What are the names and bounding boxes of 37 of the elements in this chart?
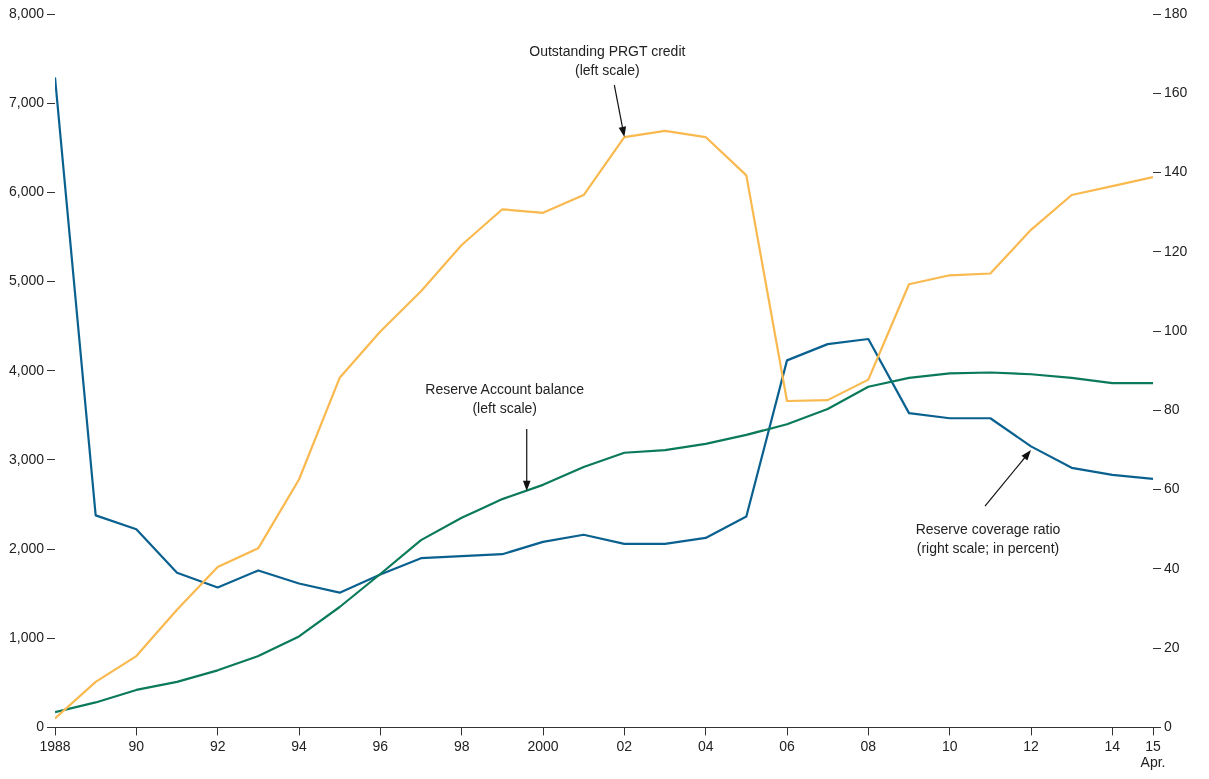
x-tick-label: 1988 [39,737,71,754]
y2-tick-label: 100 [1164,321,1188,338]
y2-tick-label: 80 [1164,401,1180,418]
x-tick-label: 90 [128,737,145,754]
annotation: Outstanding PRGT credit (left scale) [529,42,686,78]
y2-tick-label: 120 [1164,242,1188,259]
x-tick-label: 98 [453,737,470,754]
y-tick-label: 1,000 [8,629,45,646]
x-tick-label: 2000 [527,737,559,754]
y-tick-label: 2,000 [8,539,45,556]
y2-tick-label: 60 [1164,480,1180,497]
y-tick-label: 4,000 [8,361,45,378]
annotation: Reserve Account balance (left scale) [425,380,585,416]
y-tick-label: 8,000 [8,4,45,21]
x-tick-label: 15 Apr. [1140,737,1166,771]
y2-tick-label: 0 [1164,718,1172,735]
y2-tick-label: 180 [1164,4,1188,21]
y2-tick-label: 20 [1164,638,1180,655]
y-tick-label: 7,000 [8,94,45,111]
x-tick-label: 96 [372,737,389,754]
y-tick-label: 3,000 [8,450,45,467]
y2-tick-label: 140 [1164,163,1188,180]
x-tick-label: 02 [616,737,633,754]
y-tick-label: 5,000 [8,272,45,289]
x-tick-label: 12 [1023,737,1039,754]
y2-tick-label: 40 [1164,559,1180,576]
y-tick-label: 6,000 [8,183,45,200]
x-tick-label: 14 [1104,737,1121,754]
annotation: Reserve coverage ratio (right scale; in percent) [915,520,1061,556]
x-tick-label: 10 [941,737,958,754]
x-tick-label: 06 [779,737,795,754]
y-tick-label: 0 [36,718,45,735]
x-tick-label: 08 [860,737,877,754]
x-tick-label: 94 [291,737,307,754]
y2-tick-label: 160 [1164,84,1188,101]
x-tick-label: 92 [209,737,226,754]
x-tick-label: 04 [697,737,714,754]
